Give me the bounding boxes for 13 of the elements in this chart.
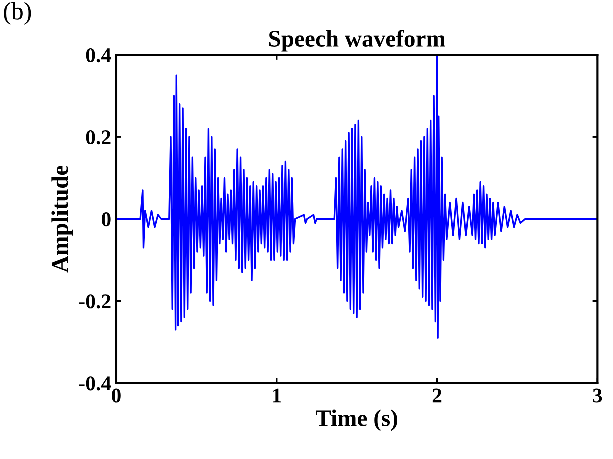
text: (b) (4, 2, 32, 25)
x-tick-label: 0 (112, 388, 121, 403)
y-tick-label: 0 (102, 212, 111, 227)
x-tick-label: 3 (593, 388, 602, 403)
x-tick-label: 1 (273, 388, 282, 403)
y-tick-label: -0.4 (79, 376, 112, 391)
y-tick-label: -0.2 (79, 294, 111, 309)
y-axis-title: Amplitude (52, 166, 74, 273)
x-tick-label: 2 (432, 388, 442, 403)
y-tick-label: 0.2 (86, 130, 111, 145)
y-tick-label: 0.4 (86, 48, 112, 63)
chart-title: Speech waveform (269, 30, 446, 52)
x-axis-title: Time (s) (316, 410, 398, 432)
